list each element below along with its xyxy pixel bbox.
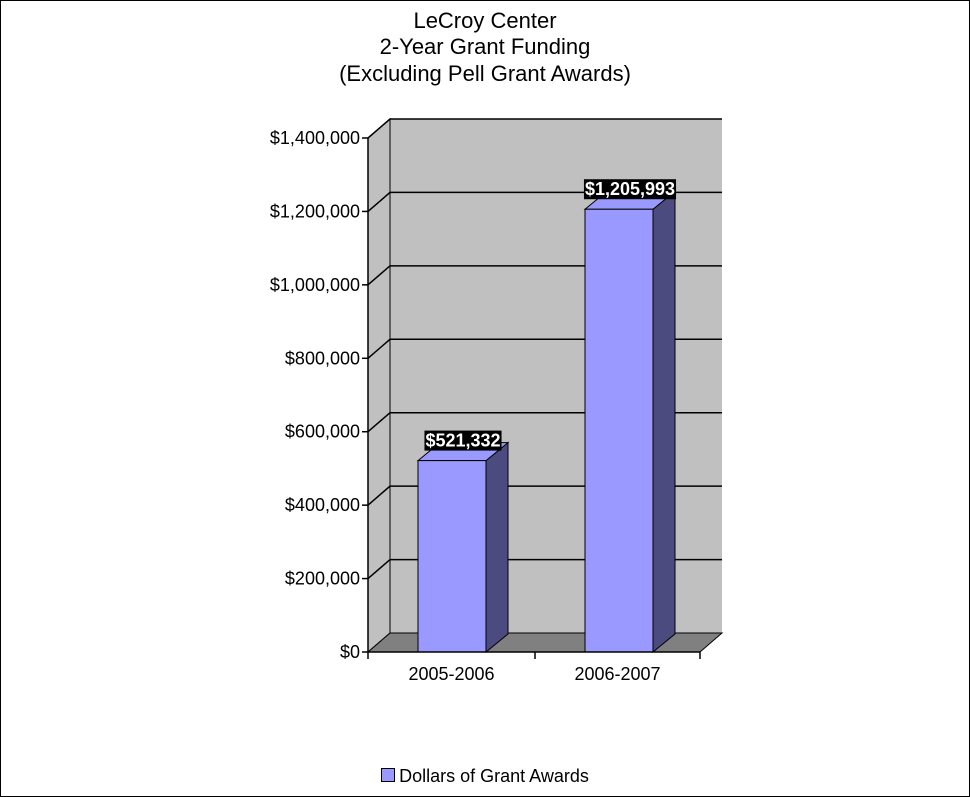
y-tick-label: $1,200,000 (270, 201, 360, 221)
data-label-bg (424, 430, 502, 451)
data-label-bg (583, 179, 677, 200)
chart-title-line-3: (Excluding Pell Grant Awards) (339, 61, 631, 86)
data-label: $521,332 (425, 431, 500, 451)
y-tick-label: $1,400,000 (270, 128, 360, 148)
y-tick-label: $1,000,000 (270, 275, 360, 295)
y-tick-label: $600,000 (285, 422, 360, 442)
gridline (367, 118, 722, 139)
chart-title-line-1: LeCroy Center (413, 8, 557, 33)
x-tick-label: 2005-2006 (408, 664, 494, 684)
y-tick-label: $0 (340, 642, 360, 662)
plot-side-wall (367, 117, 391, 654)
chart-title-line-2: 2-Year Grant Funding (379, 34, 591, 59)
bar (417, 460, 487, 653)
bar-side (485, 441, 509, 654)
legend: Dollars of Grant Awards (0, 766, 970, 787)
legend-label: Dollars of Grant Awards (399, 766, 589, 786)
y-tick-label: $200,000 (285, 569, 360, 589)
y-tick-label: $800,000 (285, 348, 360, 368)
data-label: $1,205,993 (585, 179, 675, 199)
bar-side (652, 190, 676, 654)
legend-swatch (381, 768, 396, 783)
bar (584, 208, 654, 653)
y-tick-label: $400,000 (285, 495, 360, 515)
x-tick-label: 2006-2007 (574, 664, 660, 684)
